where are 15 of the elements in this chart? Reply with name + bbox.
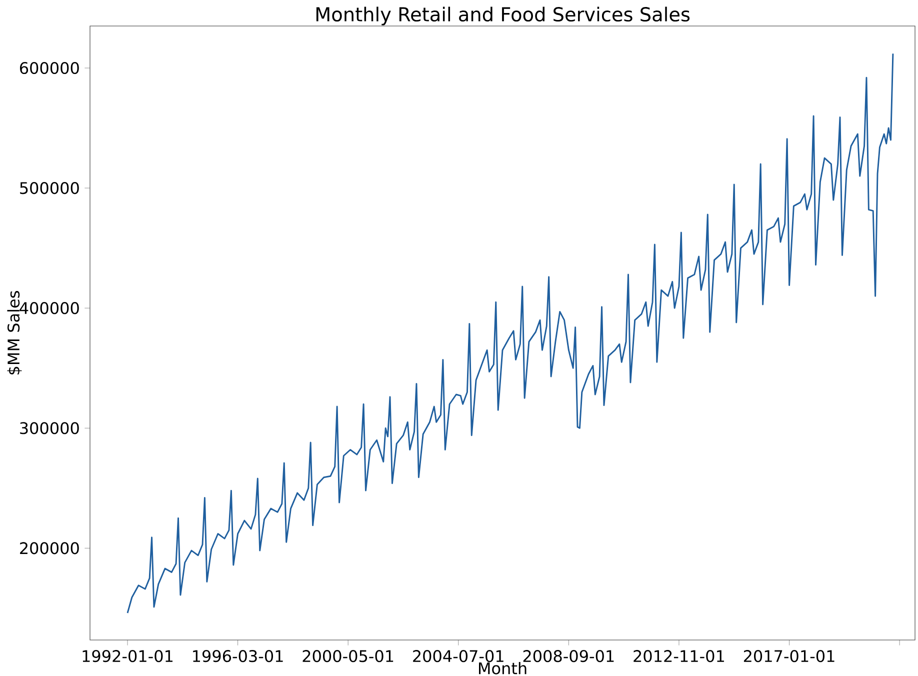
x-tick-label: 1996-03-01 xyxy=(193,650,283,662)
x-tick-label: 2017-01-01 xyxy=(744,650,834,662)
chart-title: Monthly Retail and Food Services Sales xyxy=(316,6,690,26)
y-tick-label: 500000 xyxy=(20,182,79,194)
x-axis-title: Month xyxy=(479,662,526,674)
x-tick-label: 1992-01-01 xyxy=(82,650,172,662)
y-tick-label: 600000 xyxy=(20,62,79,74)
x-tick-label: 2008-09-01 xyxy=(523,650,614,662)
line-series xyxy=(126,52,894,614)
y-tick-label: 200000 xyxy=(20,542,79,554)
x-tick-label: 2004-07-01 xyxy=(413,650,504,662)
y-tick-label: 400000 xyxy=(20,302,79,314)
x-tick-label: 2012-11-01 xyxy=(634,650,724,662)
y-tick-label: 300000 xyxy=(20,422,79,434)
x-tick-label: 2000-05-01 xyxy=(302,650,394,662)
